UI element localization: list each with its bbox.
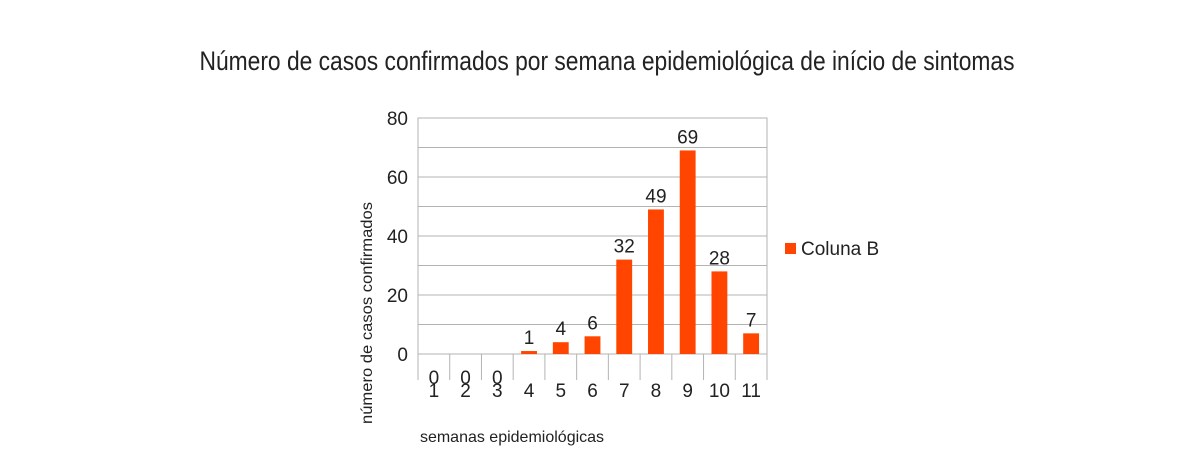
- data-label: 69: [677, 127, 698, 148]
- data-label: 7: [746, 310, 757, 331]
- data-label: 0: [492, 368, 503, 389]
- x-tick-label: 8: [651, 381, 662, 402]
- x-tick-label: 10: [709, 381, 730, 402]
- legend: Coluna B: [785, 239, 879, 260]
- x-tick-label: 6: [587, 381, 598, 402]
- data-label: 1: [524, 328, 535, 349]
- x-tick-label: 1: [429, 381, 440, 402]
- chart-title: Número de casos confirmados por semana e…: [200, 46, 1015, 76]
- y-axis-ticks: 0 20 40 60 80: [387, 109, 408, 366]
- legend-label: Coluna B: [801, 239, 879, 260]
- y-tick-label: 60: [387, 168, 408, 189]
- bar: [743, 333, 760, 354]
- data-label: 49: [645, 186, 666, 207]
- y-tick-label: 40: [387, 227, 408, 248]
- x-tick-label: 3: [492, 381, 503, 402]
- bars: [521, 150, 760, 354]
- y-tick-label: 20: [387, 286, 408, 307]
- x-tick-label: 7: [619, 381, 630, 402]
- y-tick-label: 0: [397, 345, 408, 366]
- x-tick-label: 2: [460, 381, 471, 402]
- x-tick-label: 4: [524, 381, 535, 402]
- x-tick-label: 5: [555, 381, 566, 402]
- x-axis-title: semanas epidemiológicas: [420, 429, 604, 446]
- data-label: 6: [587, 313, 598, 334]
- bar: [552, 342, 569, 354]
- bar: [616, 259, 633, 354]
- bar: [584, 336, 601, 354]
- data-label: 0: [460, 368, 471, 389]
- data-label: 4: [555, 319, 566, 340]
- bar: [679, 150, 696, 354]
- y-axis-title: número de casos confirmados: [359, 202, 376, 424]
- x-tick-label: 9: [682, 381, 693, 402]
- bar: [521, 351, 537, 354]
- data-label: 32: [614, 237, 635, 258]
- y-tick-label: 80: [387, 109, 408, 130]
- x-axis-ticks: 1 2 3 4 5 6 7 8 9 10 11: [417, 354, 768, 402]
- x-tick-label: 11: [741, 381, 761, 402]
- legend-swatch: [785, 243, 796, 254]
- data-label: 28: [709, 248, 730, 269]
- data-label: 0: [429, 368, 440, 389]
- bar: [711, 271, 728, 354]
- bar: [648, 209, 664, 354]
